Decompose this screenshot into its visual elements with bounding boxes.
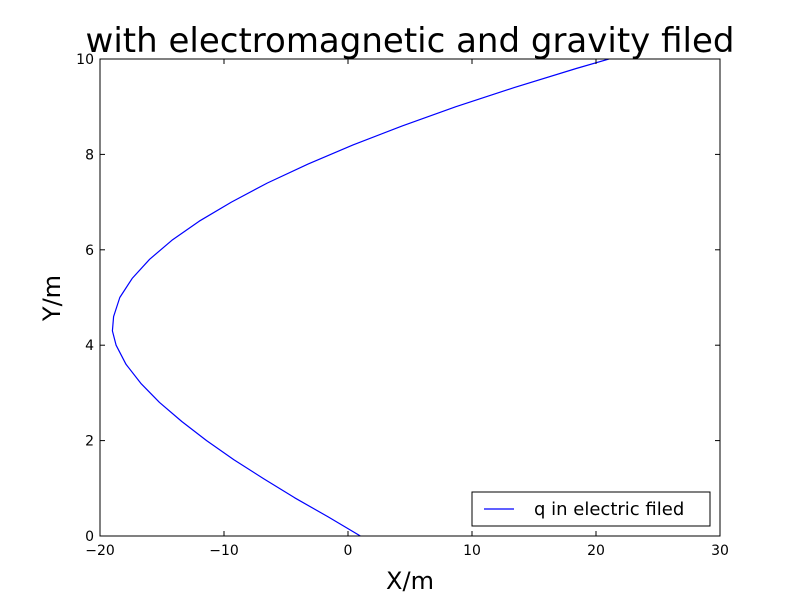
y-tick-label: 6 xyxy=(85,243,94,259)
plot-area-frame xyxy=(99,58,721,537)
x-tick-label: −10 xyxy=(209,543,239,559)
x-tick-label: −20 xyxy=(85,543,115,559)
y-tick-label: 0 xyxy=(85,529,94,545)
x-tick-label: 20 xyxy=(587,543,605,559)
y-tick-label: 2 xyxy=(85,434,94,450)
y-tick-label: 8 xyxy=(85,147,94,163)
chart-title: with electromagnetic and gravity filed xyxy=(86,21,735,61)
x-tick-label: 10 xyxy=(463,543,481,559)
legend-entry-label: q in electric filed xyxy=(534,499,684,520)
x-tick-label: 0 xyxy=(344,543,353,559)
legend: q in electric filed xyxy=(471,491,711,527)
series-line-q-in-electric-filed xyxy=(111,59,612,536)
y-tick-label: 10 xyxy=(76,52,94,68)
x-tick-label: 30 xyxy=(711,543,729,559)
y-tick-label: 4 xyxy=(85,338,94,354)
y-axis-label: Y/m xyxy=(38,275,66,322)
x-axis-label: X/m xyxy=(386,567,434,595)
